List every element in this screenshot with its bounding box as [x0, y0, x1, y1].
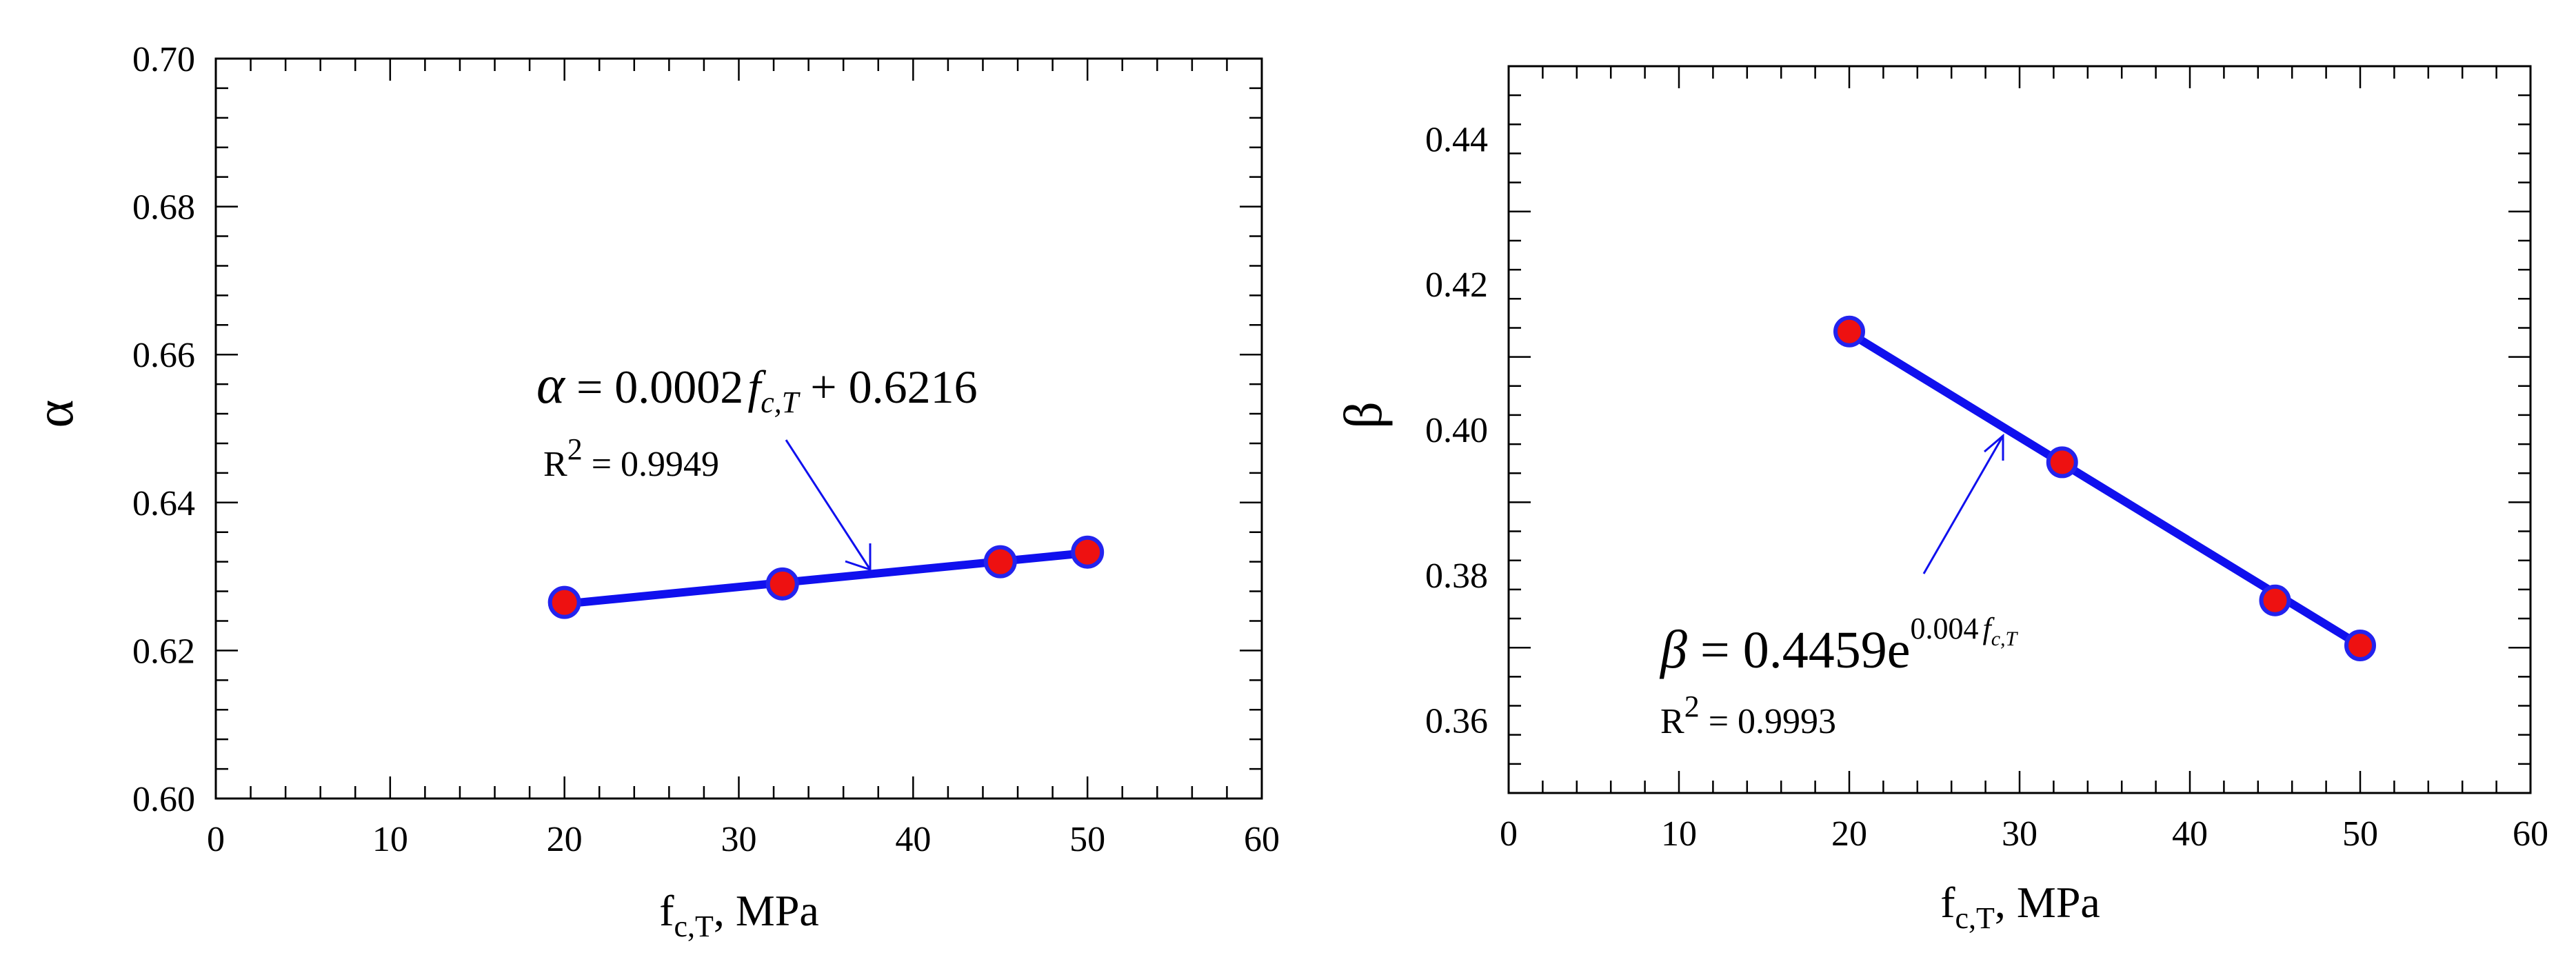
alpha-x-tick-label: 60: [1244, 820, 1280, 859]
alpha-x-tick-label: 10: [372, 820, 408, 859]
beta-x-tick-label: 20: [1831, 814, 1867, 854]
beta-y-tick-labels: 0.36 0.38 0.40 0.42 0.44: [1425, 120, 1488, 741]
alpha-y-tick-labels: 0.60 0.62 0.64 0.66 0.68 0.70: [132, 40, 195, 819]
alpha-x-tick-labels: 0 10 20 30 40 50 60: [207, 820, 1280, 859]
beta-y-tick-label: 0.44: [1425, 120, 1488, 159]
beta-data-point: [2259, 584, 2291, 616]
beta-x-axis-title: fc,T, MPa: [1940, 878, 2100, 935]
alpha-x-tick-label: 0: [207, 820, 225, 859]
beta-data-points: [1833, 315, 2376, 662]
alpha-y-tick-label: 0.64: [132, 484, 195, 523]
alpha-y-tick-label: 0.66: [132, 336, 195, 375]
beta-x-tick-label: 50: [2342, 814, 2378, 854]
beta-axis-ticks: [1507, 65, 2532, 794]
beta-fit-equation: β = 0.4459e0.004 fc,T: [1659, 612, 2019, 679]
alpha-x-tick-label: 30: [721, 820, 757, 859]
beta-y-tick-label: 0.40: [1425, 411, 1488, 450]
alpha-x-tick-label: 40: [895, 820, 931, 859]
alpha-data-point: [765, 567, 799, 601]
beta-y-tick-label: 0.38: [1425, 556, 1488, 596]
alpha-annotation-arrowhead: [845, 543, 872, 572]
alpha-x-axis-title: fc,T, MPa: [659, 886, 819, 943]
beta-x-tick-label: 30: [2002, 814, 2037, 854]
alpha-fit-equation: α = 0.0002fc,T + 0.6216: [536, 354, 978, 419]
alpha-data-point: [983, 545, 1017, 579]
alpha-y-tick-label: 0.68: [132, 188, 195, 228]
alpha-data-point: [1071, 535, 1105, 569]
alpha-data-points: [547, 535, 1105, 619]
alpha-y-tick-label: 0.60: [132, 780, 195, 819]
alpha-chart: 0 10 20 30 40 50 60 0.60 0.62 0.64 0.66 0.68 0.70 α…: [24, 40, 1280, 943]
beta-x-tick-labels: 0 10 20 30 40 50 60: [1500, 814, 2548, 854]
alpha-data-point: [547, 585, 581, 619]
beta-y-tick-label: 0.36: [1425, 702, 1488, 741]
beta-y-tick-label: 0.42: [1425, 265, 1488, 305]
alpha-r-squared: R2 = 0.9949: [543, 432, 719, 484]
alpha-annotation-arrow: [785, 439, 872, 570]
beta-r-squared: R2 = 0.9993: [1660, 690, 1836, 741]
beta-data-point: [2046, 446, 2078, 479]
alpha-axis-ticks: [214, 57, 1263, 800]
beta-x-tick-label: 40: [2172, 814, 2208, 854]
beta-x-tick-label: 60: [2513, 814, 2548, 854]
beta-data-point: [2344, 630, 2376, 662]
beta-x-tick-label: 0: [1500, 814, 1518, 854]
beta-chart: 0 10 20 30 40 50 60 0.36 0.38 0.40 0.42 0.44 β = 0…: [1333, 65, 2548, 935]
beta-annotation-arrowhead: [1984, 433, 2004, 461]
alpha-y-tick-label: 0.62: [132, 632, 195, 671]
beta-x-tick-label: 10: [1661, 814, 1697, 854]
alpha-plot-frame: [214, 57, 1263, 800]
beta-annotation-arrow: [1922, 435, 2004, 574]
alpha-y-axis-title: α: [24, 400, 84, 428]
alpha-x-tick-label: 20: [547, 820, 583, 859]
beta-y-axis-title: β: [1333, 401, 1393, 429]
alpha-y-tick-label: 0.70: [132, 40, 195, 79]
alpha-x-tick-label: 50: [1069, 820, 1105, 859]
beta-plot-frame: [1507, 65, 2532, 794]
beta-data-point: [1833, 315, 1865, 348]
